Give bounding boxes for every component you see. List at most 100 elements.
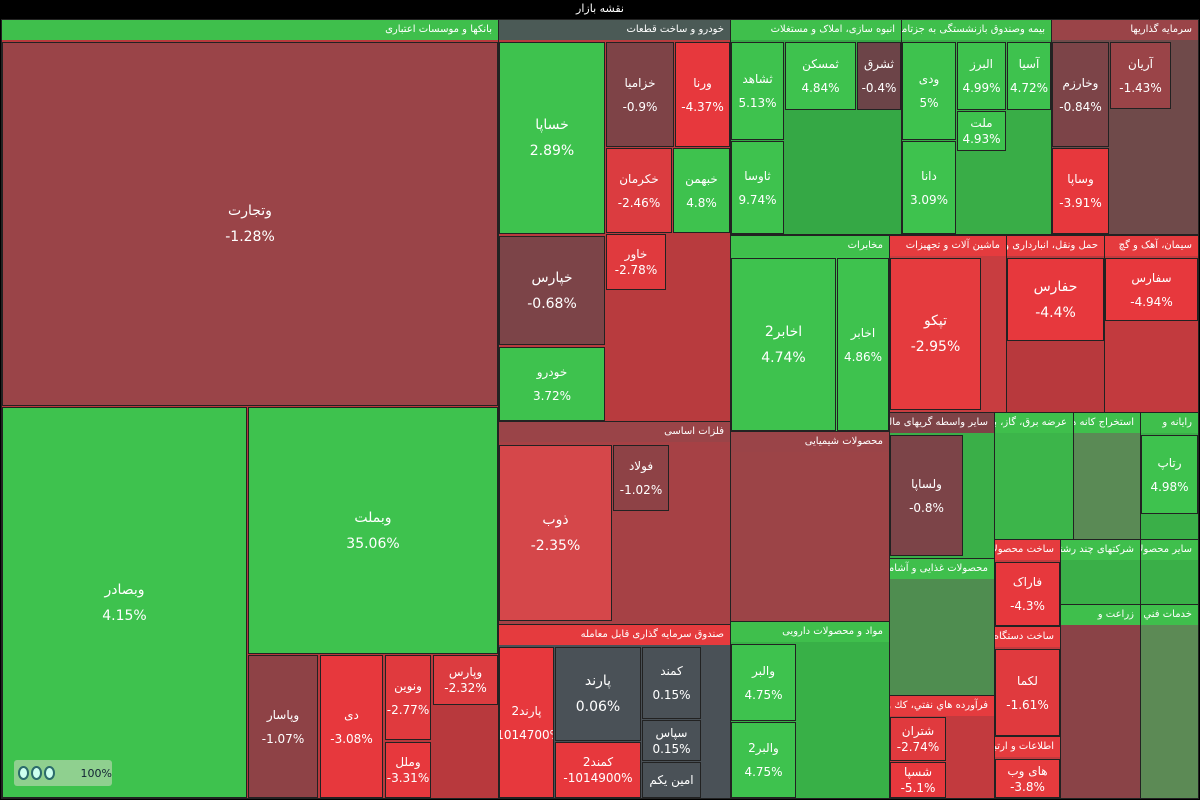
- stock-tile[interactable]: امین یکم: [642, 762, 701, 798]
- stock-tile[interactable]: آریان -1.43%: [1110, 42, 1171, 109]
- stock-tile[interactable]: دانا 3.09%: [902, 141, 956, 234]
- stock-tile[interactable]: های وب -3.8%: [995, 759, 1060, 798]
- stock-tile[interactable]: وتجارت -1.28%: [2, 42, 498, 406]
- stock-tile[interactable]: خودرو 3.72%: [499, 347, 605, 421]
- stock-tile[interactable]: وملل -3.31%: [385, 742, 431, 798]
- symbol: ثمسکن: [802, 57, 839, 71]
- symbol: وبملت: [354, 509, 392, 526]
- sector-header[interactable]: سایر واسطه گریهای مالی: [890, 413, 994, 433]
- symbol: خزامیا: [624, 75, 656, 90]
- sector-header[interactable]: انبوه سازی، املاک و مستغلات: [731, 20, 901, 40]
- change: -2.32%: [444, 681, 487, 695]
- stock-tile[interactable]: وبملت 35.06%: [248, 407, 498, 654]
- stock-tile[interactable]: آسیا 4.72%: [1007, 42, 1051, 110]
- stock-tile[interactable]: فولاد -1.02%: [613, 445, 669, 511]
- sector-header[interactable]: رایانه و: [1141, 413, 1198, 433]
- stock-tile[interactable]: وبصادر 4.15%: [2, 407, 247, 798]
- sector-header[interactable]: محصولات شیمیایی: [731, 432, 889, 452]
- stock-tile[interactable]: والبر 4.75%: [731, 644, 796, 721]
- zoom-out[interactable]: [30, 766, 42, 780]
- change: -3.31%: [386, 771, 430, 785]
- sector-header[interactable]: بیمه وصندوق بازنشستگی به جزتامین اجتماعی: [902, 20, 1051, 40]
- stock-tile[interactable]: خزامیا -0.9%: [606, 42, 674, 147]
- sector-header[interactable]: زراعت و: [1061, 605, 1140, 625]
- stock-tile[interactable]: ثمسکن 4.84%: [785, 42, 856, 110]
- stock-tile[interactable]: پارند2 -1014700%: [499, 647, 554, 798]
- sector-header[interactable]: ساخت محصولات: [995, 540, 1060, 560]
- symbol: سپاس: [655, 725, 688, 740]
- sector-header[interactable]: شرکتهای چند رشته ای: [1061, 540, 1140, 560]
- sector-header[interactable]: مخابرات: [731, 236, 889, 256]
- stock-tile[interactable]: ثشاهد 5.13%: [731, 42, 784, 140]
- stock-tile[interactable]: شسپا -5.1%: [890, 762, 946, 798]
- stock-tile[interactable]: خاور -2.78%: [606, 234, 666, 290]
- stock-tile[interactable]: اخابر 4.86%: [837, 258, 889, 431]
- stock-tile[interactable]: ونوین -2.77%: [385, 655, 431, 740]
- sector-header[interactable]: فرآورده هاي نفتي، كك و سوخت: [890, 696, 994, 716]
- zoom-in[interactable]: [18, 766, 29, 780]
- stock-tile[interactable]: لکما -1.61%: [995, 649, 1060, 736]
- sector-header[interactable]: سیمان، آهک و گچ: [1105, 236, 1198, 256]
- change: 4.15%: [102, 607, 147, 624]
- symbol: کمند: [660, 664, 683, 678]
- stock-tile[interactable]: وپاسار -1.07%: [248, 655, 318, 798]
- change: 4.74%: [761, 349, 806, 366]
- stock-tile[interactable]: خبهمن 4.8%: [673, 148, 730, 233]
- sector-header[interactable]: صندوق سرمایه گذاری قابل معامله: [499, 625, 730, 645]
- sector-header[interactable]: استخراج کانه های: [1074, 413, 1140, 433]
- symbol: دانا: [921, 168, 937, 183]
- stock-tile[interactable]: خکرمان -2.46%: [606, 148, 672, 233]
- stock-tile[interactable]: ورنا -4.37%: [675, 42, 730, 147]
- sector-header[interactable]: ساخت دستگاه ها و: [995, 627, 1060, 647]
- zoom-level: 100%: [80, 766, 112, 780]
- stock-tile[interactable]: خساپا 2.89%: [499, 42, 605, 234]
- stock-tile[interactable]: اخابر2 4.74%: [731, 258, 836, 431]
- stock-tile[interactable]: ثاوسا 9.74%: [731, 141, 784, 234]
- sector-header[interactable]: بانکها و موسسات اعتباری: [2, 20, 498, 40]
- sector-header[interactable]: محصولات غذایی و آشامیدنی به: [890, 559, 994, 579]
- sector-header[interactable]: حمل ونقل، انبارداری و: [1007, 236, 1104, 256]
- stock-tile[interactable]: ولساپا -0.8%: [890, 435, 963, 556]
- stock-tile[interactable]: وساپا -3.91%: [1052, 148, 1109, 234]
- stock-tile[interactable]: سفارس -4.94%: [1105, 258, 1198, 321]
- stock-tile[interactable]: رتاپ 4.98%: [1141, 435, 1198, 514]
- stock-tile[interactable]: دی -3.08%: [320, 655, 383, 798]
- sector-header[interactable]: خودرو و ساخت قطعات: [499, 20, 730, 40]
- symbol: فاراک: [1012, 575, 1043, 589]
- sector-header[interactable]: ماشین آلات و تجهیزات: [890, 236, 1006, 256]
- stock-tile[interactable]: خپارس -0.68%: [499, 236, 605, 345]
- sector-header[interactable]: اطلاعات و ارتباطات: [995, 737, 1060, 757]
- change: 4.86%: [843, 349, 883, 364]
- symbol: آسیا: [1018, 57, 1040, 71]
- zoom-reset[interactable]: [43, 766, 55, 780]
- symbol: پارند: [584, 673, 612, 689]
- stock-tile[interactable]: پارند 0.06%: [555, 647, 641, 741]
- change: -2.95%: [910, 339, 961, 355]
- stock-tile[interactable]: حفارس -4.4%: [1007, 258, 1104, 341]
- change: -4.94%: [1130, 294, 1173, 309]
- stock-tile[interactable]: شتران -2.74%: [890, 717, 946, 761]
- sector-header[interactable]: فلزات اساسی: [499, 422, 730, 442]
- symbol: وخارزم: [1062, 75, 1099, 90]
- change: 4.98%: [1150, 479, 1189, 494]
- symbol: ذوب: [542, 512, 569, 528]
- stock-tile[interactable]: وپارس -2.32%: [433, 655, 498, 705]
- stock-tile[interactable]: ملت 4.93%: [957, 111, 1006, 151]
- stock-tile[interactable]: البرز 4.99%: [957, 42, 1006, 110]
- stock-tile[interactable]: کمند 0.15%: [642, 647, 701, 719]
- stock-tile[interactable]: فاراک -4.3%: [995, 562, 1060, 626]
- sector-header[interactable]: سرمایه گذاریها: [1052, 20, 1198, 40]
- symbol: آریان: [1128, 56, 1153, 71]
- stock-tile[interactable]: کمند2 -1014900%: [555, 742, 641, 798]
- stock-tile[interactable]: سپاس 0.15%: [642, 720, 701, 761]
- sector-header[interactable]: مواد و محصولات دارویی: [731, 622, 889, 642]
- stock-tile[interactable]: تپکو -2.95%: [890, 258, 981, 410]
- stock-tile[interactable]: والبر2 4.75%: [731, 722, 796, 798]
- sector-header[interactable]: خدمات فني و: [1141, 605, 1198, 625]
- stock-tile[interactable]: وخارزم -0.84%: [1052, 42, 1109, 147]
- sector-header[interactable]: عرضه برق، گاز، بخارواب: [995, 413, 1073, 433]
- stock-tile[interactable]: ثشرق -0.4%: [857, 42, 901, 110]
- stock-tile[interactable]: ذوب -2.35%: [499, 445, 612, 621]
- sector-header[interactable]: سایر محصولات: [1141, 540, 1198, 560]
- stock-tile[interactable]: ودی 5%: [902, 42, 956, 140]
